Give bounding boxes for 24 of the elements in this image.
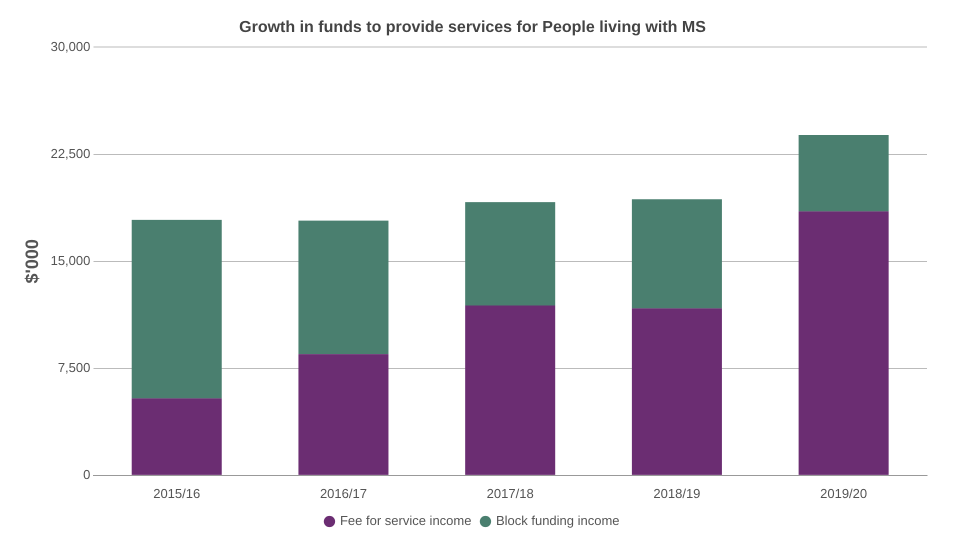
bar (298, 354, 388, 475)
x-tick-label: 2018/19 (653, 486, 700, 501)
y-axis-title: $'000 (22, 239, 42, 284)
bar (798, 211, 889, 475)
legend-label: Fee for service income (340, 513, 472, 528)
x-tick-label: 2019/20 (820, 486, 868, 501)
bar (132, 220, 222, 398)
bar (132, 398, 222, 475)
bar (465, 202, 556, 306)
y-tick-label: 15,000 (50, 252, 90, 268)
legend-label: Block funding income (496, 513, 620, 528)
y-tick-label: 30,000 (50, 38, 90, 54)
bar (298, 220, 388, 354)
bar (632, 199, 722, 308)
x-tick-label: 2017/18 (486, 486, 534, 501)
x-tick-label: 2015/16 (153, 486, 200, 501)
x-tick-label: 2016/17 (320, 486, 367, 501)
y-tick-label: 22,500 (50, 146, 90, 161)
bar (632, 308, 722, 475)
bar (465, 306, 556, 475)
y-tick-label: 7,500 (58, 360, 90, 375)
bar (798, 134, 889, 212)
chart-title: Growth in funds to provide services for People living with MS (239, 19, 706, 36)
y-tick-label: 0 (83, 466, 90, 482)
